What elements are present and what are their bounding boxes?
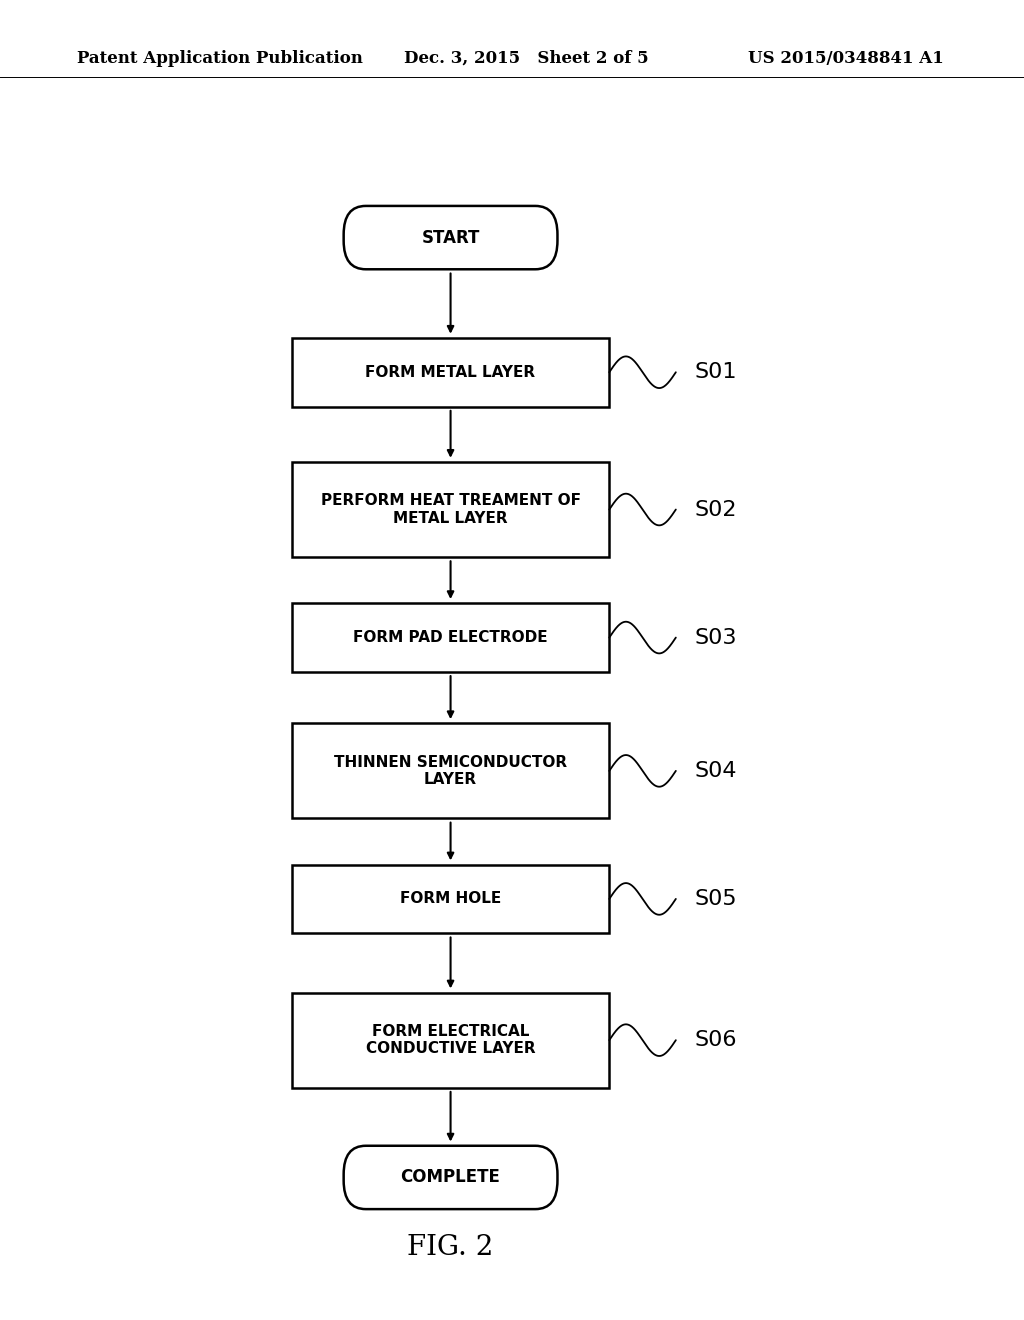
Text: Dec. 3, 2015   Sheet 2 of 5: Dec. 3, 2015 Sheet 2 of 5 — [404, 50, 649, 66]
Text: S05: S05 — [694, 888, 737, 909]
Text: S03: S03 — [694, 627, 737, 648]
Bar — [292, 338, 609, 407]
Bar — [292, 603, 609, 672]
Text: FORM ELECTRICAL
CONDUCTIVE LAYER: FORM ELECTRICAL CONDUCTIVE LAYER — [366, 1024, 536, 1056]
Text: S06: S06 — [694, 1030, 737, 1051]
Text: Patent Application Publication: Patent Application Publication — [77, 50, 362, 66]
Bar — [292, 993, 609, 1088]
Text: THINNEN SEMICONDUCTOR
LAYER: THINNEN SEMICONDUCTOR LAYER — [334, 755, 567, 787]
Text: US 2015/0348841 A1: US 2015/0348841 A1 — [748, 50, 943, 66]
Text: PERFORM HEAT TREAMENT OF
METAL LAYER: PERFORM HEAT TREAMENT OF METAL LAYER — [321, 494, 581, 525]
Text: START: START — [421, 228, 480, 247]
FancyBboxPatch shape — [344, 1146, 557, 1209]
Bar — [292, 462, 609, 557]
Text: FORM PAD ELECTRODE: FORM PAD ELECTRODE — [353, 630, 548, 645]
FancyBboxPatch shape — [344, 206, 557, 269]
Text: FORM HOLE: FORM HOLE — [400, 891, 501, 907]
Text: S04: S04 — [694, 760, 737, 781]
Bar — [292, 865, 609, 933]
Text: S01: S01 — [694, 362, 737, 383]
Text: FIG. 2: FIG. 2 — [408, 1234, 494, 1261]
Text: S02: S02 — [694, 499, 737, 520]
Text: FORM METAL LAYER: FORM METAL LAYER — [366, 364, 536, 380]
Bar — [292, 723, 609, 818]
Text: COMPLETE: COMPLETE — [400, 1168, 501, 1187]
